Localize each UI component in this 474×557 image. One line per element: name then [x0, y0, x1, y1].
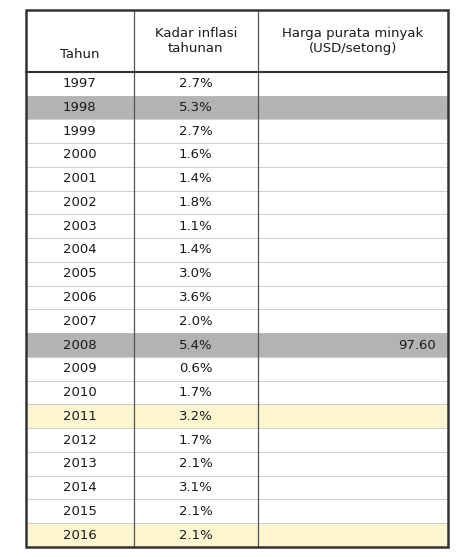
Text: 97.60: 97.60	[398, 339, 436, 351]
Bar	[26, 309, 448, 333]
Text: 1998: 1998	[63, 101, 97, 114]
Bar	[26, 96, 448, 119]
Bar	[26, 72, 448, 96]
Text: 2014: 2014	[63, 481, 97, 494]
Text: 2002: 2002	[63, 196, 97, 209]
Bar	[26, 214, 448, 238]
Text: 2000: 2000	[63, 148, 97, 162]
Text: 2007: 2007	[63, 315, 97, 328]
Text: 2013: 2013	[63, 457, 97, 470]
Bar	[26, 452, 448, 476]
Bar	[26, 190, 448, 214]
Text: 2016: 2016	[63, 529, 97, 541]
Text: 2.7%: 2.7%	[179, 77, 213, 90]
Bar	[26, 500, 448, 523]
Bar	[26, 476, 448, 500]
Text: Harga purata minyak
(USD/setong): Harga purata minyak (USD/setong)	[283, 27, 424, 55]
Text: 2.7%: 2.7%	[179, 125, 213, 138]
Text: 2.1%: 2.1%	[179, 457, 213, 470]
Bar	[26, 380, 448, 404]
Text: 2006: 2006	[63, 291, 97, 304]
Text: 2011: 2011	[63, 410, 97, 423]
Bar	[26, 523, 448, 547]
Text: 2004: 2004	[63, 243, 97, 256]
Bar	[26, 286, 448, 309]
Text: 2008: 2008	[63, 339, 97, 351]
Text: 3.1%: 3.1%	[179, 481, 213, 494]
Text: 1.6%: 1.6%	[179, 148, 213, 162]
Bar	[26, 238, 448, 262]
Text: 3.6%: 3.6%	[179, 291, 213, 304]
Bar	[26, 119, 448, 143]
Text: 1.1%: 1.1%	[179, 219, 213, 233]
Text: 1.7%: 1.7%	[179, 433, 213, 447]
Text: 2001: 2001	[63, 172, 97, 185]
Text: 5.4%: 5.4%	[179, 339, 213, 351]
Text: 2012: 2012	[63, 433, 97, 447]
Text: 1.8%: 1.8%	[179, 196, 213, 209]
Text: Kadar inflasi
tahunan: Kadar inflasi tahunan	[155, 27, 237, 55]
Text: 3.0%: 3.0%	[179, 267, 213, 280]
Text: 2009: 2009	[63, 362, 97, 375]
Bar	[26, 10, 448, 72]
Text: 2.1%: 2.1%	[179, 529, 213, 541]
Text: 3.2%: 3.2%	[179, 410, 213, 423]
Text: 0.6%: 0.6%	[179, 362, 213, 375]
Text: 2005: 2005	[63, 267, 97, 280]
Bar	[26, 428, 448, 452]
Text: 2003: 2003	[63, 219, 97, 233]
Text: 1999: 1999	[63, 125, 97, 138]
Text: 1.7%: 1.7%	[179, 386, 213, 399]
Bar	[26, 167, 448, 190]
Bar	[26, 404, 448, 428]
Bar	[26, 357, 448, 380]
Text: 2.1%: 2.1%	[179, 505, 213, 518]
Bar	[26, 10, 448, 547]
Text: 2.0%: 2.0%	[179, 315, 213, 328]
Bar	[26, 143, 448, 167]
Text: 5.3%: 5.3%	[179, 101, 213, 114]
Text: Tahun: Tahun	[60, 48, 100, 61]
Text: 1.4%: 1.4%	[179, 243, 213, 256]
Text: 1997: 1997	[63, 77, 97, 90]
Bar	[26, 262, 448, 286]
Text: 2010: 2010	[63, 386, 97, 399]
Bar	[26, 333, 448, 357]
Text: 2015: 2015	[63, 505, 97, 518]
Text: 1.4%: 1.4%	[179, 172, 213, 185]
Bar	[26, 10, 448, 547]
